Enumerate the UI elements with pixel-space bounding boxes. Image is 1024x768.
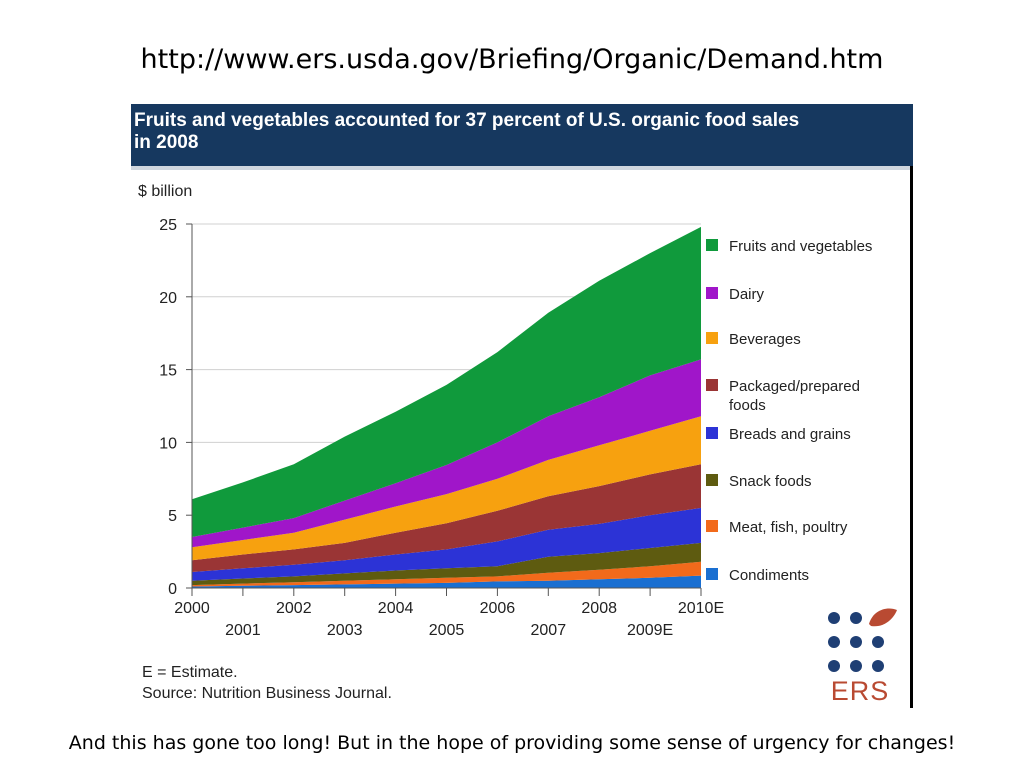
- chart-figure: Fruits and vegetables accounted for 37 p…: [131, 104, 913, 708]
- x-tick-label-2001: 2001: [225, 622, 261, 639]
- slide-title: http://www.ers.usda.gov/Briefing/Organic…: [140, 44, 884, 75]
- x-tick-label-2010E: 2010E: [678, 600, 724, 617]
- x-tick-label-2009E: 2009E: [627, 622, 673, 639]
- x-tick-label-2008: 2008: [581, 600, 617, 617]
- y-tick-label-25: 25: [159, 217, 177, 234]
- source-note: Source: Nutrition Business Journal.: [142, 685, 392, 702]
- legend-item-packaged-prepared-foods: Packaged/prepared foods: [706, 378, 860, 414]
- x-tick-label-2007: 2007: [531, 622, 567, 639]
- legend-item-meat-fish-poultry: Meat, fish, poultry: [706, 519, 848, 536]
- ers-logo: [828, 608, 897, 672]
- legend-swatch-fruits-and-vegetables: [706, 239, 718, 251]
- legend-label-meat-fish-poultry: Meat, fish, poultry: [729, 519, 848, 536]
- x-tick-label-2002: 2002: [276, 600, 312, 617]
- legend-swatch-dairy: [706, 287, 718, 299]
- legend-label-beverages: Beverages: [729, 331, 801, 348]
- legend-label-condiments: Condiments: [729, 567, 809, 584]
- y-tick-label-0: 0: [168, 581, 177, 598]
- legend: Fruits and vegetables Dairy Beverages Packa…: [706, 238, 872, 584]
- estimate-note: E = Estimate.: [142, 664, 238, 681]
- y-tick-label-5: 5: [168, 508, 177, 525]
- leaf-icon: [869, 608, 897, 627]
- area-dairy: [192, 359, 701, 548]
- x-tick-label-2006: 2006: [480, 600, 516, 617]
- legend-item-condiments: Condiments: [706, 567, 809, 584]
- ers-logo-text: ERS: [830, 676, 890, 706]
- area-condiments: [192, 575, 701, 588]
- legend-label-dairy: Dairy: [729, 286, 765, 303]
- legend-swatch-breads-and-grains: [706, 427, 718, 439]
- chart-header: Fruits and vegetables accounted for 37 p…: [131, 104, 913, 166]
- legend-label-fruits-and-vegetables: Fruits and vegetables: [729, 238, 872, 255]
- area-series: [192, 226, 701, 588]
- area-snack-foods: [192, 542, 701, 586]
- area-beverages: [192, 416, 701, 561]
- legend-label-packaged-prepared-foods: Packaged/prepared foods: [729, 378, 860, 414]
- x-tick-label-2000: 2000: [174, 600, 210, 617]
- legend-item-beverages: Beverages: [706, 331, 801, 348]
- header-shadow: [131, 166, 910, 170]
- area-meat-fish-poultry: [192, 561, 701, 587]
- area-packaged-prepared-foods: [192, 464, 701, 572]
- legend-swatch-condiments: [706, 568, 718, 580]
- x-tick-label-2004: 2004: [378, 600, 414, 617]
- area-chart: 0 5 10 15 20 25 2000 2001 2002 2003 2004 2005 2006 20…: [138, 183, 872, 702]
- x-tick-label-2003: 2003: [327, 622, 363, 639]
- logo-dots-icon: [828, 612, 884, 672]
- axes: 0 5 10 15 20 25 2000 2001 2002 2003 2004 2005 2006 20…: [159, 217, 724, 639]
- y-tick-label-20: 20: [159, 290, 177, 307]
- legend-label-snack-foods: Snack foods: [729, 473, 812, 490]
- legend-item-dairy: Dairy: [706, 286, 765, 303]
- y-tick-label-10: 10: [159, 435, 177, 452]
- chart-header-line-2: in 2008: [134, 132, 199, 153]
- area-fruits-and-vegetables: [192, 226, 701, 537]
- legend-swatch-packaged-prepared-foods: [706, 379, 718, 391]
- y-axis-label: $ billion: [138, 183, 192, 200]
- legend-swatch-snack-foods: [706, 474, 718, 486]
- legend-label-breads-and-grains: Breads and grains: [729, 426, 851, 443]
- legend-item-snack-foods: Snack foods: [706, 473, 812, 490]
- y-tick-label-15: 15: [159, 363, 177, 380]
- legend-item-breads-and-grains: Breads and grains: [706, 426, 851, 443]
- legend-swatch-beverages: [706, 332, 718, 344]
- legend-item-fruits-and-vegetables: Fruits and vegetables: [706, 238, 872, 255]
- chart-header-line-1: Fruits and vegetables accounted for 37 p…: [134, 110, 800, 131]
- x-tick-label-2005: 2005: [429, 622, 465, 639]
- legend-swatch-meat-fish-poultry: [706, 520, 718, 532]
- slide-caption: And this has gone too long! But in the h…: [68, 732, 956, 754]
